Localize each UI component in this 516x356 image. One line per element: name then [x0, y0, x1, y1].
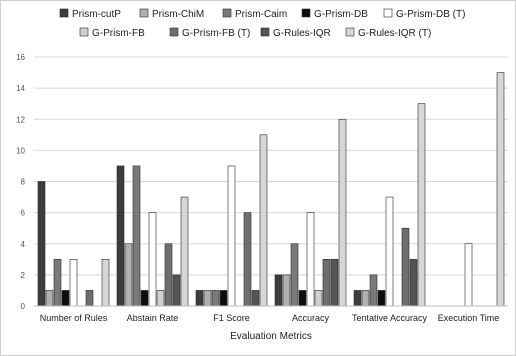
bar-prism-cutp-accuracy [274, 274, 283, 307]
legend-item-prism-chim: Prism-ChiM [139, 8, 204, 20]
bar-g-prism-db-t-execution-time [464, 243, 473, 307]
legend-swatch [59, 8, 69, 18]
y-tick-label: 12 [16, 115, 25, 124]
bar-g-prism-fb-abstain-rate [156, 290, 165, 307]
legend-label: G-Prism-FB (T) [182, 28, 250, 39]
y-axis-ticks: 0 2 4 6 8 10 12 14 16 [16, 53, 25, 311]
y-tick-label: 4 [21, 240, 26, 249]
legend-item-g-prism-fb-t: G-Prism-FB (T) [169, 27, 250, 39]
legend-item-g-rules-iqr-t: G-Rules-IQR (T) [345, 27, 431, 39]
bar-prism-cutp-tentative-accuracy [353, 290, 362, 307]
bar-g-prism-db-tentative-accuracy [377, 290, 386, 307]
bar-g-rules-iqr-t-accuracy [338, 118, 347, 307]
bar-g-prism-db-t-tentative-accuracy [385, 196, 394, 307]
bar-g-rules-iqr-accuracy [330, 259, 339, 307]
x-axis-title: Evaluation Metrics [230, 331, 312, 342]
x-tick-label: Number of Rules [40, 313, 108, 323]
bar-g-prism-db-abstain-rate [140, 290, 149, 307]
legend: Prism-cutP Prism-ChiM Prism-Caim G-Prism-DB… [59, 8, 465, 39]
bar-prism-caim-tentative-accuracy [369, 274, 378, 307]
legend-item-g-prism-db: G-Prism-DB [301, 8, 368, 20]
bar-prism-caim-number-of-rules [53, 259, 62, 307]
y-tick-label: 6 [21, 209, 26, 218]
y-tick-label: 2 [21, 271, 26, 280]
legend-label: G-Rules-IQR (T) [358, 28, 431, 39]
y-tick-label: 10 [16, 146, 25, 155]
y-tick-label: 0 [21, 302, 26, 311]
legend-item-g-prism-db-t: G-Prism-DB (T) [383, 8, 465, 20]
legend-item-g-prism-fb: G-Prism-FB [79, 27, 145, 39]
x-tick-label: Tentative Accuracy [352, 313, 428, 323]
bar-g-rules-iqr-t-execution-time [496, 72, 505, 307]
bar-g-prism-fb-t-accuracy [322, 259, 331, 307]
legend-label: Prism-ChiM [152, 9, 204, 20]
legend-swatch [139, 8, 149, 18]
bar-prism-caim-accuracy [290, 243, 299, 307]
bar-g-prism-fb-t-number-of-rules [85, 290, 94, 307]
y-tick-label: 8 [21, 178, 26, 187]
bar-g-prism-fb-t-abstain-rate [164, 243, 173, 307]
bar-g-rules-iqr-t-tentative-accuracy [417, 103, 426, 307]
bar-prism-caim-f1-score [211, 290, 220, 307]
legend-swatch [79, 27, 89, 37]
x-tick-label: F1 Score [213, 313, 250, 323]
bar-prism-chim-accuracy [282, 274, 291, 307]
bar-prism-cutp-f1-score [195, 290, 204, 307]
bar-g-rules-iqr-abstain-rate [172, 274, 181, 307]
legend-swatch [345, 27, 355, 37]
bar-g-prism-db-f1-score [219, 290, 228, 307]
bar-prism-chim-tentative-accuracy [361, 290, 370, 307]
bar-prism-cutp-number-of-rules [37, 181, 46, 307]
gridlines [34, 56, 508, 276]
y-tick-label: 16 [16, 53, 25, 62]
bar-g-prism-db-t-f1-score [227, 165, 236, 307]
legend-item-prism-caim: Prism-Caim [222, 8, 287, 20]
legend-label: G-Prism-FB [92, 28, 145, 39]
x-tick-label: Abstain Rate [127, 313, 179, 323]
legend-swatch [169, 27, 179, 37]
bar-g-prism-fb-t-tentative-accuracy [401, 227, 410, 307]
bar-g-prism-fb-accuracy [314, 290, 323, 307]
bar-prism-caim-abstain-rate [132, 165, 141, 307]
bar-g-prism-db-t-accuracy [306, 212, 315, 307]
legend-swatch [260, 27, 270, 37]
legend-label: G-Rules-IQR [273, 28, 331, 39]
bar-g-rules-iqr-t-abstain-rate [180, 196, 189, 307]
bar-g-rules-iqr-f1-score [251, 290, 260, 307]
bar-g-prism-fb-t-f1-score [243, 212, 252, 307]
bar-g-rules-iqr-t-number-of-rules [101, 259, 110, 307]
bar-prism-cutp-abstain-rate [116, 165, 125, 307]
bar-g-rules-iqr-tentative-accuracy [409, 259, 418, 307]
legend-item-prism-cutp: Prism-cutP [59, 8, 121, 20]
legend-label: Prism-Caim [235, 9, 287, 20]
x-tick-label: Accuracy [292, 313, 330, 323]
bar-g-prism-db-t-abstain-rate [148, 212, 157, 307]
bar-prism-chim-number-of-rules [45, 290, 54, 307]
legend-swatch [383, 8, 393, 18]
bar-prism-chim-f1-score [203, 290, 212, 307]
bar-g-prism-db-t-number-of-rules [69, 259, 78, 307]
bar-g-prism-db-number-of-rules [61, 290, 70, 307]
bar-prism-chim-abstain-rate [124, 243, 133, 307]
legend-swatch [301, 8, 311, 18]
bars [37, 72, 505, 307]
legend-swatch [222, 8, 232, 18]
legend-label: G-Prism-DB (T) [396, 9, 465, 20]
y-tick-label: 14 [16, 84, 25, 93]
legend-label: Prism-cutP [72, 9, 121, 20]
bar-g-prism-db-accuracy [298, 290, 307, 307]
x-axis-labels: Number of Rules Abstain Rate F1 Score Accur… [40, 313, 500, 323]
x-tick-label: Execution Time [438, 313, 500, 323]
bar-g-rules-iqr-t-f1-score [259, 134, 268, 307]
legend-item-g-rules-iqr: G-Rules-IQR [260, 27, 331, 39]
legend-label: G-Prism-DB [314, 9, 368, 20]
